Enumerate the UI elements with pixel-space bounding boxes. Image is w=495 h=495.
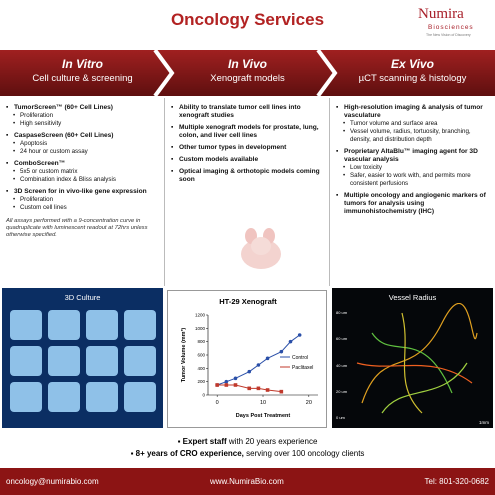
legend-label: Control [292,355,308,361]
vessel-image: Vessel Radius 80 um 60 um 40 um 20 um 0 um 1… [332,288,493,428]
column: Ability to translate tumor cell lines in… [165,98,330,286]
point [288,339,293,344]
sub-item: Combination index & Bliss analysis [6,176,159,184]
highlight-text: serving over 100 oncology clients [243,449,365,458]
culture-title: 3D Culture [64,293,101,302]
point [279,349,284,354]
column-subtitle: µCT scanning & histology [358,73,467,84]
series-line [216,334,300,386]
point [224,379,229,384]
xenograft-chart: HT-29 Xenograft Days Post Treatment Tumor … [167,290,327,428]
tel: Tel: 801-320-0682 [424,477,490,486]
x-tick-label: 20 [306,400,312,406]
vessel-title: Vessel Radius [388,293,437,302]
item-list: TumorScreen™ (60+ Cell Lines)Proliferati… [6,104,159,212]
item: Multiple xenograft models for prostate, … [171,124,324,140]
sub-item: Apoptosis [6,140,159,148]
scale-label: 20 um [336,388,348,394]
item: ComboScreen™ [6,160,159,168]
y-tick-label: 800 [197,339,205,344]
item-list: High-resolution imaging & analysis of tu… [336,104,490,216]
item: CaspaseScreen (60+ Cell Lines) [6,132,159,140]
sub-item: Custom cell lines [6,204,159,212]
point [247,369,252,374]
scale-label: 0 um [336,415,345,420]
highlight-bold: Expert staff [182,437,227,446]
highlight-text: with 20 years experience [226,437,318,446]
sub-item: Low toxicity [336,164,490,172]
sub-item: Vessel volume, radius, tortuosity, branc… [336,128,490,144]
point [256,363,261,367]
email: oncology@numirabio.com [6,477,99,486]
column-header: Ex Vivo µCT scanning & histology [330,57,495,84]
sub-item: High sensitivity [6,120,159,128]
logo-sub: Biosciences [428,24,474,31]
y-axis-label: Tumor Volume (mm³) [180,328,187,383]
scale-label: 80 um [336,310,348,315]
y-tick-label: 200 [197,379,205,384]
sub-item: Safer, easier to work with, and permits … [336,172,490,188]
tagline: The New Vision of Discovery [426,33,471,37]
highlight-bold: 8+ years of CRO experience, [135,449,244,458]
point [265,388,270,392]
culture-image: 3D Culture [2,288,163,428]
item: Ability to translate tumor cell lines in… [171,104,324,120]
scale-label: 40 um [336,362,348,368]
mouse-image [241,228,281,269]
highlight: ▪ 8+ years of CRO experience, serving ov… [130,449,365,458]
point [297,333,302,337]
item: Other tumor types in development [171,144,324,152]
point [247,386,252,391]
point [256,386,261,391]
point [279,389,284,394]
column-header: In Vivo Xenograft models [165,57,330,84]
scale-bar: 1mm [479,420,489,425]
legend-label: Paclitaxel [292,365,313,371]
column-subtitle: Cell culture & screening [32,73,133,84]
point [233,383,238,387]
item: Multiple oncology and angiogenic markers… [336,192,490,216]
note: All assays performed with a 9-concentrat… [6,218,148,238]
title: Oncology Services [170,10,325,29]
y-tick-label: 600 [197,353,205,358]
web: www.NumiraBio.com [210,477,284,486]
sub-item: Tumor volume and surface area [336,120,490,128]
column: High-resolution imaging & analysis of tu… [330,98,495,216]
sub-item: 5x5 or custom matrix [6,168,159,176]
item: Custom models available [171,156,324,164]
column-title: In Vivo [228,57,267,71]
y-tick-label: 1200 [195,313,206,318]
chart-title: HT-29 Xenograft [219,297,277,306]
item: High-resolution imaging & analysis of tu… [336,104,490,120]
column-subtitle: Xenograft models [210,73,285,84]
item: 3D Screen for in vivo-like gene expressi… [6,188,159,196]
point [265,356,270,361]
y-tick-label: 400 [197,366,205,371]
sub-item: 24 hour or custom assay [6,148,159,156]
x-axis-label: Days Post Treatment [236,413,291,419]
y-tick-label: 1000 [195,326,206,331]
logo: Numira [418,6,464,22]
x-tick-label: 10 [260,400,266,406]
sub-item: Proliferation [6,112,159,120]
footer: oncology@numirabio.com www.NumiraBio.com… [0,468,495,495]
point [224,383,229,387]
point [233,376,238,381]
header-band [0,50,495,96]
column-header: In Vitro Cell culture & screening [0,57,165,84]
item: Proprietary AltaBlu™ imaging agent for 3… [336,148,490,164]
item: TumorScreen™ (60+ Cell Lines) [6,104,159,112]
point [215,383,219,387]
scale-label: 60 um [336,336,348,342]
x-tick-label: 0 [216,400,219,406]
item: Optical imaging & orthotopic models comi… [171,168,324,184]
y-tick-label: 0 [202,393,205,398]
column-title: In Vitro [62,57,103,71]
highlight: ▪ Expert staff with 20 years experience [177,437,318,446]
item-list: Ability to translate tumor cell lines in… [171,104,324,184]
sub-item: Proliferation [6,196,159,204]
column-title: Ex Vivo [391,57,434,71]
column: TumorScreen™ (60+ Cell Lines)Proliferati… [0,98,165,286]
